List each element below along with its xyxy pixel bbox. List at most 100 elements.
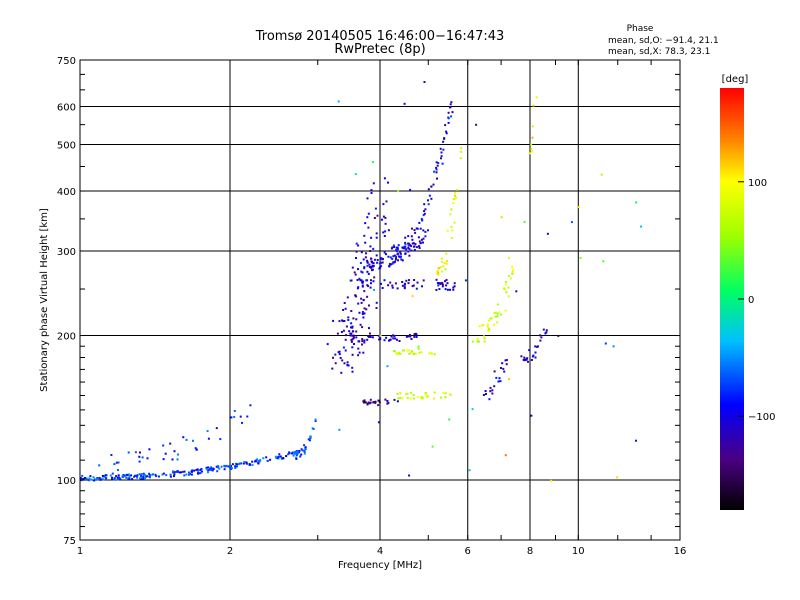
- scatter-point: [172, 470, 174, 473]
- scatter-point: [142, 472, 145, 475]
- scatter-point: [530, 147, 533, 150]
- scatter-point: [376, 259, 379, 261]
- scatter-point: [388, 265, 391, 268]
- scatter-point: [239, 415, 242, 418]
- scatter-point: [384, 216, 387, 219]
- scatter-point: [415, 246, 418, 249]
- scatter-point: [396, 400, 399, 403]
- phase-legend-o: mean, sd,O: −91.4, 21.1: [608, 36, 719, 46]
- scatter-point: [217, 465, 220, 468]
- scatter-point: [438, 288, 441, 290]
- scatter-point: [441, 162, 444, 165]
- scatter-point: [151, 473, 154, 476]
- scatter-point: [207, 469, 210, 472]
- scatter-point: [409, 397, 412, 400]
- scatter-point: [500, 216, 503, 219]
- scatter-point: [425, 393, 428, 396]
- scatter-point: [142, 475, 145, 478]
- scatter-point: [148, 475, 151, 478]
- scatter-point: [265, 456, 268, 459]
- scatter-point: [416, 396, 419, 398]
- scatter-point: [442, 265, 445, 268]
- scatter-point: [346, 361, 349, 364]
- scatter-point: [424, 235, 427, 238]
- scatter-point: [218, 467, 221, 470]
- scatter-point: [148, 448, 151, 451]
- scatter-point: [367, 272, 370, 275]
- scatter-point: [370, 236, 373, 239]
- scatter-point: [512, 268, 515, 271]
- scatter-point: [446, 282, 449, 285]
- scatter-point: [382, 258, 384, 261]
- scatter-point: [205, 466, 208, 469]
- scatter-point: [440, 155, 443, 158]
- scatter-point: [451, 111, 454, 114]
- scatter-point: [361, 311, 364, 313]
- scatter-point: [362, 298, 365, 301]
- scatter-point: [371, 261, 374, 264]
- scatter-point: [84, 477, 86, 479]
- scatter-point: [496, 303, 499, 306]
- scatter-point: [370, 260, 373, 263]
- scatter-point: [161, 473, 164, 476]
- scatter-point: [199, 469, 202, 472]
- scatter-point: [452, 198, 455, 201]
- scatter-point: [449, 103, 452, 106]
- scatter-point: [103, 475, 106, 478]
- scatter-point: [579, 257, 582, 259]
- scatter-point: [409, 335, 412, 338]
- scatter-point: [88, 477, 91, 480]
- scatter-point: [358, 351, 361, 354]
- scatter-point: [130, 474, 133, 477]
- scatter-point: [505, 363, 508, 366]
- scatter-point: [361, 285, 364, 288]
- scatter-point: [509, 277, 512, 280]
- scatter-point: [230, 416, 233, 419]
- scatter-point: [535, 96, 538, 99]
- scatter-point: [291, 452, 293, 455]
- scatter-point: [383, 235, 386, 237]
- scatter-point: [355, 330, 358, 333]
- scatter-point: [357, 244, 360, 247]
- x-tick-label: 1: [77, 546, 83, 557]
- scatter-point: [275, 455, 277, 458]
- colorbar-tick-label: −100: [748, 412, 775, 423]
- scatter-point: [379, 337, 382, 340]
- scatter-point: [162, 458, 165, 461]
- scatter-point: [450, 237, 453, 239]
- scatter-point: [98, 464, 101, 467]
- scatter-point: [420, 238, 423, 241]
- scatter-point: [450, 101, 453, 104]
- scatter-point: [154, 473, 157, 476]
- scatter-point: [444, 392, 447, 395]
- scatter-point: [401, 349, 404, 352]
- scatter-point: [534, 345, 537, 348]
- scatter-point: [443, 262, 446, 265]
- scatter-point: [113, 463, 116, 466]
- scatter-point: [423, 203, 426, 206]
- scatter-point: [423, 81, 426, 83]
- scatter-point: [397, 259, 399, 262]
- scatter-point: [225, 464, 228, 467]
- scatter-point: [387, 181, 389, 184]
- scatter-point: [363, 399, 366, 402]
- scatter-point: [351, 266, 354, 269]
- scatter-point: [423, 210, 426, 213]
- scatter-point: [115, 475, 118, 478]
- scatter-point: [468, 469, 471, 472]
- scatter-point: [520, 355, 523, 358]
- scatter-point: [294, 452, 297, 455]
- scatter-point: [369, 245, 372, 248]
- scatter-point: [396, 287, 399, 290]
- scatter-point: [81, 474, 84, 477]
- scatter-point: [240, 462, 243, 465]
- scatter-point: [199, 471, 202, 474]
- scatter-point: [144, 477, 146, 480]
- scatter-point: [433, 397, 435, 400]
- scatter-point: [394, 258, 397, 261]
- scatter-point: [210, 469, 213, 472]
- scatter-point: [344, 338, 347, 341]
- scatter-point: [258, 459, 261, 462]
- scatter-point: [493, 385, 496, 388]
- y-tick-label: 500: [57, 141, 76, 152]
